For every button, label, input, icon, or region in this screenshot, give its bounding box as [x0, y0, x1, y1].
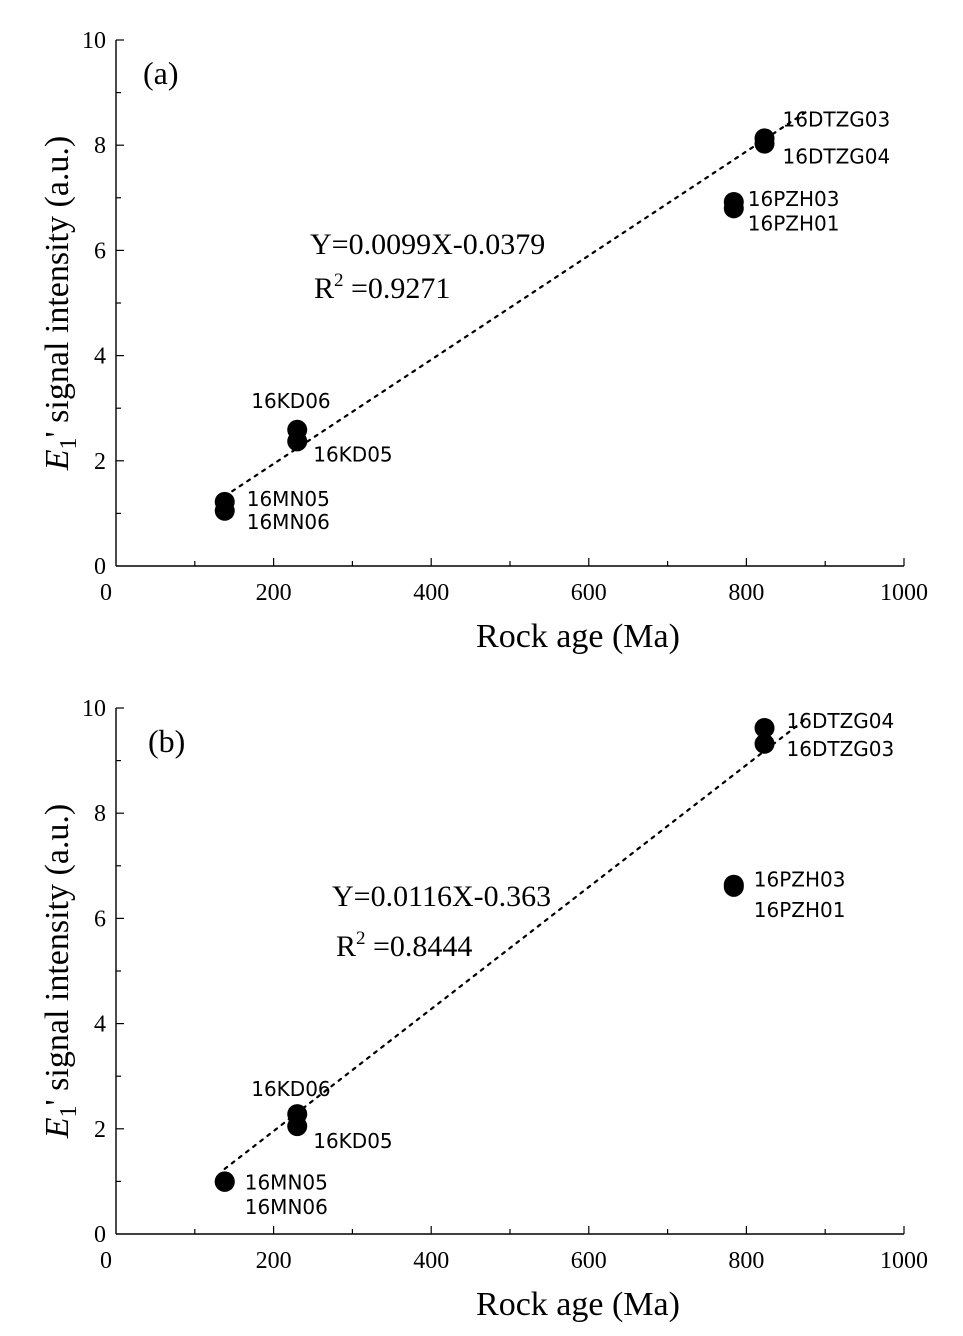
y-tick-label: 2 [94, 1117, 106, 1143]
x-ticks: 0 200 400 600 800 1000 [100, 1226, 928, 1274]
r2-sup: 2 [334, 270, 344, 291]
point-label: 16PZH01 [754, 898, 846, 922]
point-label: 16MN05 [247, 487, 330, 511]
data-point [754, 733, 775, 754]
r-squared: R2 =0.9271 [314, 270, 450, 305]
x-tick-label: 400 [413, 1248, 449, 1274]
x-axis-title: Rock age (Ma) [476, 618, 680, 655]
r2-value: =0.9271 [344, 272, 451, 305]
x-tick-label: 600 [571, 1248, 607, 1274]
point-label: 16KD06 [251, 1077, 330, 1101]
y-tick-label: 4 [94, 344, 106, 370]
data-point [754, 717, 775, 738]
x-tick-label: 200 [256, 580, 292, 606]
data-point [754, 133, 775, 154]
point-label: 16KD06 [251, 389, 330, 413]
y-tick-label: 4 [94, 1012, 106, 1038]
r2-sup: 2 [356, 928, 366, 949]
point-label: 16KD05 [313, 1129, 392, 1153]
y-tick-label: 10 [82, 696, 106, 722]
data-point [287, 1116, 308, 1137]
y-tick-label: 10 [82, 28, 106, 54]
panel-label: (a) [143, 55, 179, 91]
y-axis-title: E1' signal intensity (a.u.) [39, 804, 82, 1139]
panel-b: (b) 0 200 400 600 800 1000 0 2 4 6 8 10 Rock age (… [39, 696, 928, 1323]
point-label: 16MN05 [245, 1170, 328, 1194]
r2-prefix: R [336, 930, 356, 963]
point-label: 16DTZG03 [787, 737, 895, 761]
point-label: 16PZH01 [748, 211, 840, 235]
fit-line [223, 716, 809, 1170]
y-tick-label: 8 [94, 801, 106, 827]
x-ticks: 0 200 400 600 800 1000 [100, 558, 928, 606]
y-axis-title-italic: E [39, 1117, 76, 1139]
data-point [214, 500, 235, 521]
data-point [214, 1171, 235, 1192]
regression-equation: Y=0.0116X-0.363 [332, 880, 551, 913]
y-axis-title-sub: 1 [56, 437, 82, 449]
points [214, 717, 775, 1192]
panel-label: (b) [148, 723, 185, 759]
y-tick-label: 6 [94, 238, 106, 264]
x-tick-label: 200 [256, 1248, 292, 1274]
x-tick-label: 800 [728, 1248, 764, 1274]
point-labels: 16DTZG04 16DTZG03 16PZH03 16PZH01 16KD06 16KD… [245, 709, 894, 1219]
y-axis-title-rest: ' signal intensity (a.u.) [39, 804, 76, 1106]
y-tick-label: 2 [94, 449, 106, 475]
x-tick-label: 0 [100, 580, 112, 606]
x-tick-label: 400 [413, 580, 449, 606]
x-tick-label: 800 [728, 580, 764, 606]
y-tick-label: 6 [94, 906, 106, 932]
r2-value: =0.8444 [366, 930, 473, 963]
x-tick-label: 0 [100, 1248, 112, 1274]
data-point [287, 431, 308, 452]
fit-line [223, 110, 809, 498]
axes [115, 708, 904, 1235]
point-label: 16MN06 [245, 1195, 328, 1219]
y-tick-label: 8 [94, 133, 106, 159]
point-label: 16PZH03 [748, 187, 840, 211]
y-ticks: 0 2 4 6 8 10 [82, 696, 124, 1248]
y-tick-label: 0 [94, 1222, 106, 1248]
point-label: 16KD05 [313, 442, 392, 466]
regression-equation: Y=0.0099X-0.0379 [310, 228, 545, 261]
points [214, 128, 775, 521]
point-label: 16MN06 [247, 510, 330, 534]
panel-a: (a) 0 200 400 600 800 1000 0 2 4 6 8 10 Rock age (… [39, 28, 928, 655]
data-point [723, 198, 744, 219]
r-squared: R2 =0.8444 [336, 928, 472, 963]
y-ticks: 0 2 4 6 8 10 [82, 28, 124, 580]
x-tick-label: 600 [571, 580, 607, 606]
x-axis-title: Rock age (Ma) [476, 1286, 680, 1323]
point-label: 16PZH03 [754, 868, 846, 892]
y-axis-title-rest: ' signal intensity (a.u.) [39, 136, 76, 438]
point-label: 16DTZG03 [783, 107, 891, 131]
r2-prefix: R [314, 272, 334, 305]
data-point [723, 876, 744, 897]
point-label: 16DTZG04 [783, 145, 891, 169]
y-tick-label: 0 [94, 554, 106, 580]
y-axis-title-sub: 1 [56, 1105, 82, 1117]
y-axis-title-italic: E [39, 449, 76, 471]
x-tick-label: 1000 [880, 1248, 928, 1274]
y-axis-title: E1' signal intensity (a.u.) [39, 136, 82, 471]
x-tick-label: 1000 [880, 580, 928, 606]
point-label: 16DTZG04 [787, 709, 895, 733]
